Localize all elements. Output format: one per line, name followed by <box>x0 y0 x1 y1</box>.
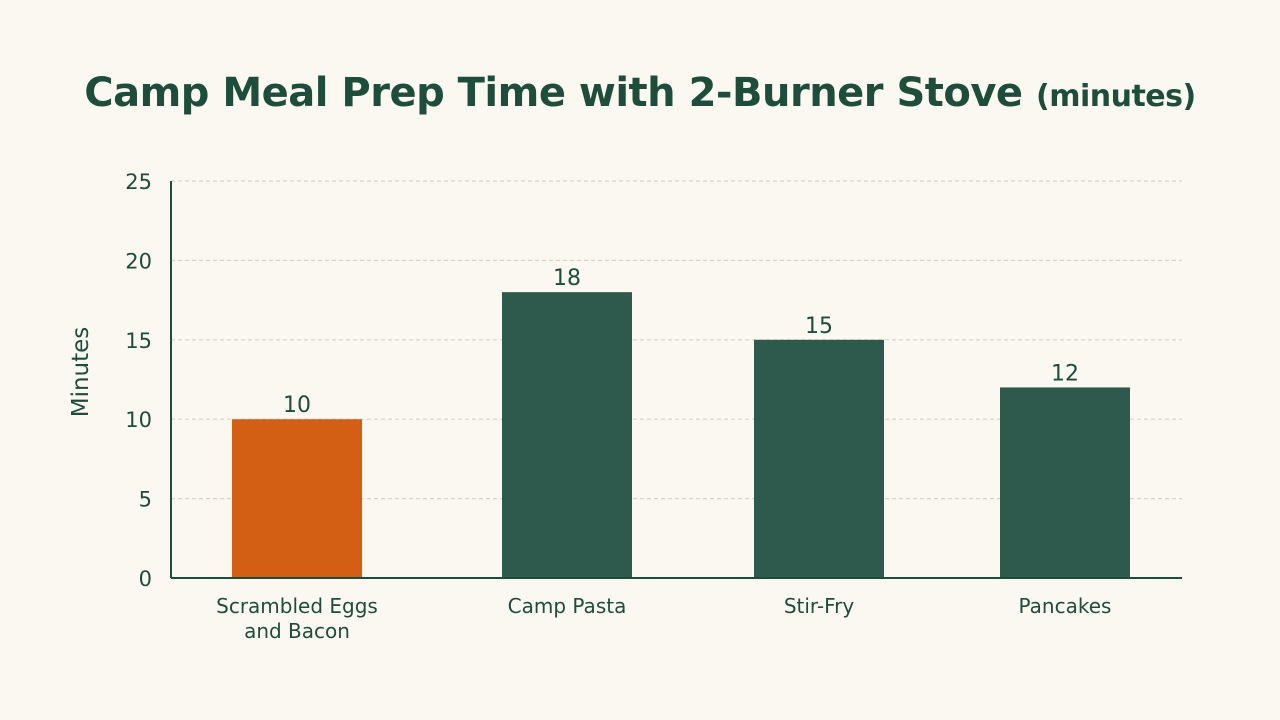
bars <box>232 292 1130 578</box>
y-tick-label: 25 <box>125 170 152 194</box>
x-tick-label-line: Camp Pasta <box>508 594 627 618</box>
y-tick-label: 20 <box>125 249 152 273</box>
bar-value-label: 15 <box>805 314 833 339</box>
bar <box>232 419 362 578</box>
x-tick-label-line: Scrambled Eggs <box>216 594 378 618</box>
x-tick-label-line: and Bacon <box>244 619 350 643</box>
y-tick-label: 0 <box>139 567 152 591</box>
y-tick-label: 10 <box>125 408 152 432</box>
bar-value-label: 18 <box>553 266 581 291</box>
x-tick-label: Pancakes <box>1019 594 1112 618</box>
bar <box>1000 387 1130 578</box>
y-tick-label: 5 <box>139 488 152 512</box>
y-axis-title: Minutes <box>68 327 94 418</box>
x-tick-label-line: Pancakes <box>1019 594 1112 618</box>
bar <box>754 340 884 578</box>
bar <box>502 292 632 578</box>
bar-value-label: 12 <box>1051 361 1079 386</box>
x-tick-label: Camp Pasta <box>508 594 627 618</box>
bar-value-label: 10 <box>283 393 311 418</box>
x-tick-label: Stir-Fry <box>784 594 855 618</box>
x-tick-label-line: Stir-Fry <box>784 594 855 618</box>
y-tick-label: 15 <box>125 329 152 353</box>
x-tick-label: Scrambled Eggs and Bacon <box>216 594 378 643</box>
